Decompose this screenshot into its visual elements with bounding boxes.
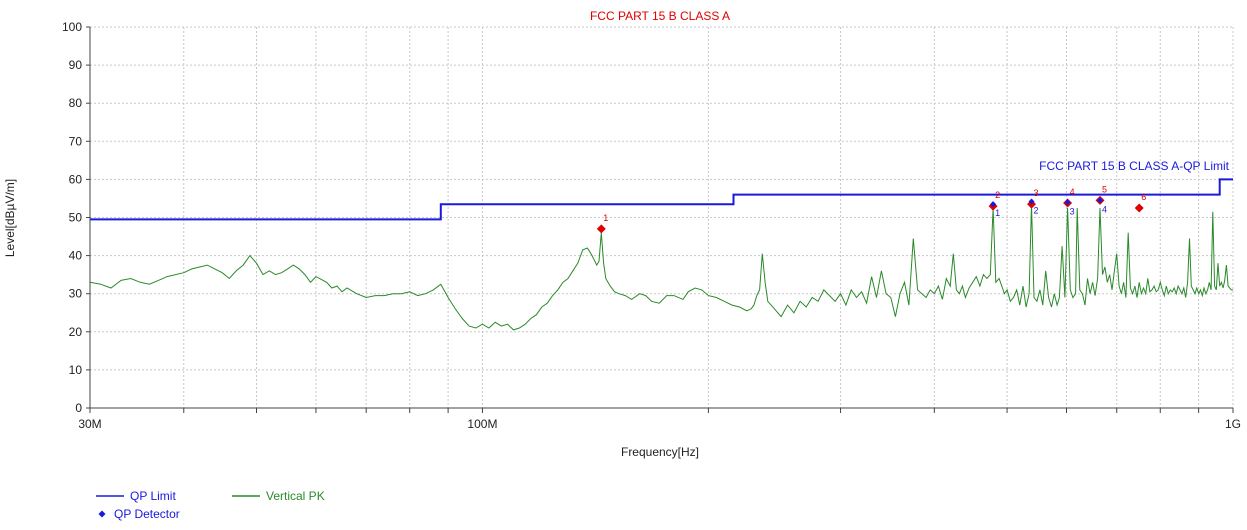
y-tick-label: 30	[69, 287, 83, 301]
qp-limit-line	[90, 178, 1233, 221]
peak-marker-label: 2	[995, 190, 1000, 200]
peak-marker-label: 5	[1102, 184, 1107, 194]
peak-marker	[1134, 203, 1144, 213]
x-axis-label: Frequency[Hz]	[621, 445, 699, 459]
peak-marker-label: 4	[1070, 187, 1075, 197]
x-tick-labels: 30M 100M 1G	[78, 417, 1241, 431]
vertical-pk-line	[89, 204, 1233, 331]
grid	[86, 26, 1234, 413]
peak-marker	[596, 224, 606, 234]
y-tick-label: 90	[69, 58, 83, 72]
qp-detector-marker-label: 1	[995, 208, 1000, 218]
x-tick-label: 1G	[1225, 417, 1241, 431]
legend-swatch	[98, 510, 106, 518]
x-tick-label: 30M	[78, 417, 101, 431]
peak-marker-label: 6	[1141, 192, 1146, 202]
y-tick-label: 50	[69, 211, 83, 225]
x-tick-label: 100M	[467, 417, 497, 431]
qp-detector-marker	[1097, 197, 1104, 204]
qp-detector-marker-label: 2	[1034, 205, 1039, 215]
qp-detector-marker	[990, 201, 997, 208]
y-tick-label: 10	[69, 363, 83, 377]
legend: QP Limit Vertical PK QP Detector	[96, 489, 325, 521]
y-tick-label: 70	[69, 134, 83, 148]
qp-detector-marker-label: 4	[1102, 204, 1107, 214]
y-tick-label: 60	[69, 172, 83, 186]
qp-detector-marker-label: 3	[1070, 206, 1075, 216]
qp-detector-marker	[1028, 198, 1035, 205]
peak-marker-label: 3	[1034, 188, 1039, 198]
peak-marker-label: 1	[603, 213, 608, 223]
marker-layer: 1 2 3 4 5 6 1 2 3 4	[596, 184, 1146, 234]
chart-title: FCC PART 15 B CLASS A	[590, 9, 730, 23]
series-layer	[89, 178, 1233, 331]
qp-detector-marker	[1064, 199, 1071, 206]
y-tick-label: 100	[62, 20, 82, 34]
y-tick-label: 20	[69, 325, 83, 339]
y-axis-label: Level[dBµV/m]	[3, 179, 17, 257]
legend-label: Vertical PK	[266, 489, 325, 503]
legend-label: QP Limit	[130, 489, 176, 503]
legend-label: QP Detector	[114, 507, 180, 521]
y-tick-label: 0	[75, 401, 82, 415]
y-tick-label: 40	[69, 249, 83, 263]
y-tick-labels: 0 10 20 30 40 50 60 70 80 90 100	[62, 20, 82, 415]
limit-label: FCC PART 15 B CLASS A-QP Limit	[1039, 159, 1230, 173]
y-tick-label: 80	[69, 96, 83, 110]
